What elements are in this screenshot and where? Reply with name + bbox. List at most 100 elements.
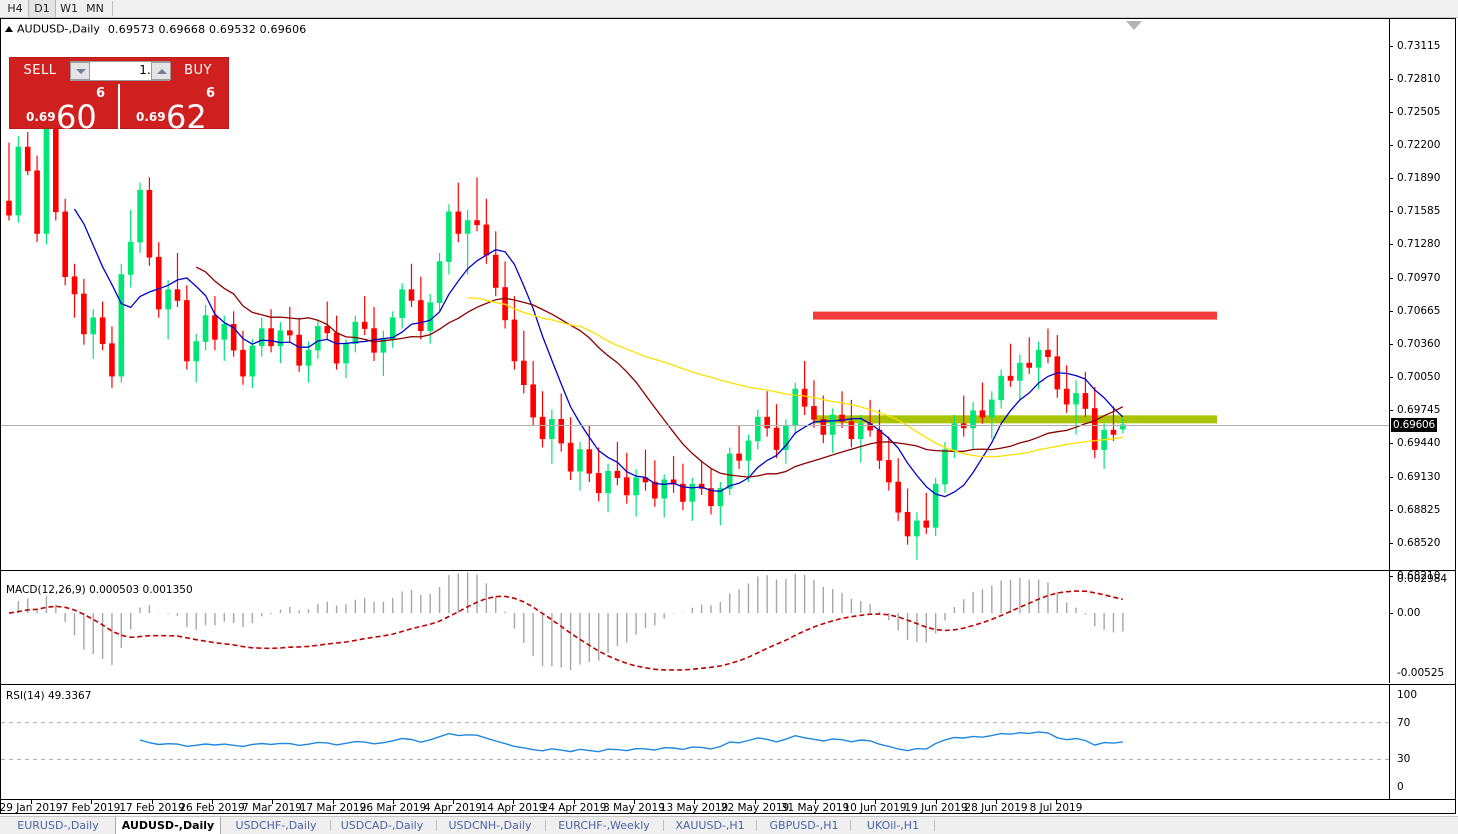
price-axis-label: 0.73115 xyxy=(1397,40,1441,52)
resistance-line[interactable] xyxy=(813,311,1217,320)
pane-divider xyxy=(1,684,1455,685)
sell-button[interactable]: SELL xyxy=(23,63,57,78)
date-axis-label: 24 Apr 2019 xyxy=(541,802,607,814)
buy-price-fraction: 6 xyxy=(206,86,216,101)
axis-tick xyxy=(1390,343,1393,345)
sell-price-prefix: 0.69 xyxy=(26,110,56,124)
buy-button[interactable]: BUY xyxy=(184,63,212,78)
volume-increase-button[interactable] xyxy=(151,62,171,80)
axis-tick xyxy=(1390,277,1393,279)
chart-tab-usdchfdaily[interactable]: USDCHF-,Daily xyxy=(235,819,317,832)
rsi-pane[interactable] xyxy=(1,685,1389,799)
axis-tick xyxy=(634,800,635,804)
axis-tick xyxy=(815,800,816,804)
chart-header: AUDUSD-,Daily 0.69573 0.69668 0.69532 0.6… xyxy=(5,22,307,36)
axis-tick xyxy=(513,800,514,804)
date-axis-label: 7 Feb 2019 xyxy=(61,802,121,814)
buy-price-main: 62 xyxy=(166,98,207,136)
rsi-axis-label: 0 xyxy=(1397,781,1404,793)
timeframe-button-h4[interactable]: H4 xyxy=(7,2,23,15)
date-axis-label: 26 Mar 2019 xyxy=(359,802,427,814)
date-axis-label: 22 May 2019 xyxy=(720,802,790,814)
price-axis-label: 0.71280 xyxy=(1397,238,1441,251)
chart-tab-gbpusdh1[interactable]: GBPUSD-,H1 xyxy=(769,819,839,832)
rsi-scale: 100 70 30 0 xyxy=(1389,685,1455,799)
one-click-trading-panel[interactable]: SELL 1.00 BUY 0.69 60 6 0.69 62 6 xyxy=(9,57,229,133)
chart-tab-eurchfweekly[interactable]: EURCHF-,Weekly xyxy=(558,819,650,832)
axis-tick xyxy=(272,800,273,804)
sell-price-quote[interactable]: 0.69 60 6 xyxy=(12,84,120,133)
price-scale[interactable]: 0.73115 0.72810 0.72505 0.72200 0.71890 0.715… xyxy=(1389,19,1455,582)
buy-price-prefix: 0.69 xyxy=(136,110,166,124)
price-axis-label: 0.69440 xyxy=(1397,437,1441,450)
support-line[interactable] xyxy=(813,415,1217,424)
macd-label: MACD(12,26,9) 0.000503 0.001350 xyxy=(6,584,193,596)
tab-separator xyxy=(850,820,851,831)
tab-separator xyxy=(330,820,331,831)
axis-tick xyxy=(152,800,153,804)
price-axis-label: 0.71585 xyxy=(1397,205,1441,218)
macd-axis-label: 0.002984 xyxy=(1397,573,1448,585)
axis-tick xyxy=(1390,542,1393,544)
axis-tick xyxy=(694,800,695,804)
axis-tick xyxy=(1390,443,1393,445)
axis-tick xyxy=(1056,800,1057,804)
macd-axis-label: 0.00 xyxy=(1397,607,1421,620)
collapse-triangle-icon[interactable] xyxy=(5,26,13,32)
price-axis-label: 0.70360 xyxy=(1397,337,1441,350)
buy-price-quote[interactable]: 0.69 62 6 xyxy=(122,84,228,133)
macd-scale: 0.002984 0.00 -0.00525 xyxy=(1389,571,1455,683)
ma-mid-line xyxy=(195,266,1124,478)
price-axis-label: 0.72200 xyxy=(1397,138,1441,151)
candles xyxy=(6,112,1126,560)
price-axis-label: 0.70970 xyxy=(1397,271,1441,284)
axis-tick xyxy=(1390,178,1393,180)
chart-tab-usdcnhdaily[interactable]: USDCNH-,Daily xyxy=(448,819,532,832)
axis-tick xyxy=(574,800,575,804)
macd-pane[interactable] xyxy=(1,571,1389,683)
axis-tick xyxy=(1390,410,1393,412)
date-scale[interactable]: 29 Jan 2019 7 Feb 2019 17 Feb 2019 26 Feb 2… xyxy=(0,800,1389,814)
axis-tick xyxy=(1390,476,1393,478)
chart-tab-audusddaily[interactable]: AUDUSD-,Daily xyxy=(115,817,221,834)
chevron-up-icon xyxy=(157,69,167,74)
pane-divider xyxy=(1,799,1455,800)
axis-tick xyxy=(1390,613,1393,615)
price-axis-label: 0.70050 xyxy=(1397,371,1441,384)
volume-decrease-button[interactable] xyxy=(70,62,90,80)
price-axis-label: 0.69130 xyxy=(1397,470,1441,483)
chart-tab-eurusddaily[interactable]: EURUSD-,Daily xyxy=(17,819,99,832)
timeframe-button-mn[interactable]: MN xyxy=(86,2,104,15)
tab-separator xyxy=(436,820,437,831)
axis-tick xyxy=(1390,244,1393,246)
chart-tab-usdcaddaily[interactable]: USDCAD-,Daily xyxy=(340,819,424,832)
timeframe-button-d1[interactable]: D1 xyxy=(28,0,56,17)
price-axis-label: 0.72505 xyxy=(1397,105,1441,118)
chart-symbol-label: AUDUSD-,Daily xyxy=(17,22,100,36)
macd-plot xyxy=(8,572,1124,671)
chart-tab-xauusdh1[interactable]: XAUUSD-,H1 xyxy=(675,819,745,832)
axis-tick xyxy=(1390,78,1393,80)
axis-tick xyxy=(1390,310,1393,312)
trade-panel-quotes: 0.69 60 6 0.69 62 6 xyxy=(10,84,228,133)
rsi-line xyxy=(139,731,1123,753)
tab-separator xyxy=(545,820,546,831)
date-axis-label: 17 Mar 2019 xyxy=(299,802,367,814)
tab-separator xyxy=(756,820,757,831)
price-axis-label: 0.68520 xyxy=(1397,536,1441,549)
axis-tick xyxy=(1390,576,1393,577)
axis-tick xyxy=(1390,46,1393,47)
axis-tick xyxy=(996,800,997,804)
ma-slow-line xyxy=(467,297,1123,458)
ma-fast-line xyxy=(73,208,1124,498)
chart-shift-marker-icon[interactable] xyxy=(1126,21,1142,30)
chart-window: AUDUSD-,Daily 0.69573 0.69668 0.69532 0.6… xyxy=(0,18,1456,814)
sell-price-main: 60 xyxy=(56,98,97,136)
price-axis-label: 0.69745 xyxy=(1397,404,1441,417)
timeframe-button-w1[interactable]: W1 xyxy=(60,2,78,15)
rsi-axis-label: 30 xyxy=(1397,753,1411,766)
chart-tab-ukoilh1[interactable]: UKOil-,H1 xyxy=(866,819,920,832)
date-axis-label: 3 May 2019 xyxy=(603,802,665,814)
date-axis-label: 19 Jun 2019 xyxy=(904,802,968,814)
